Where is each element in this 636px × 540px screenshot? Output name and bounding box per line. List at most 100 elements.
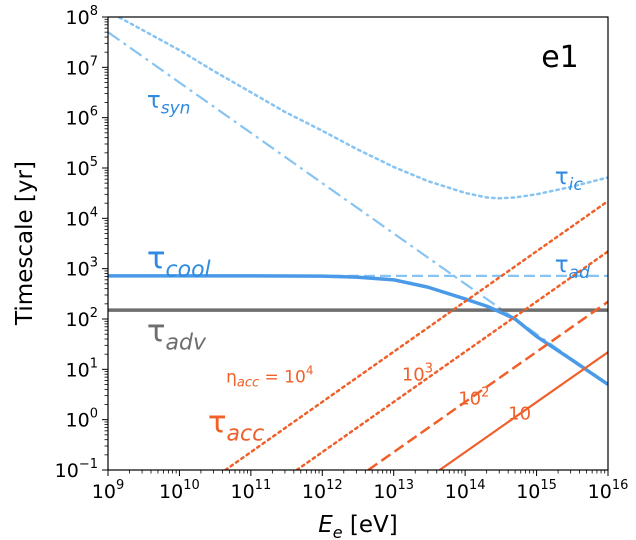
x-tick-label-base: 10 [373,481,397,503]
x-axis-title: Ee [eV] [318,512,398,540]
y-tick-label-base: 10 [66,108,90,130]
y-tick-label: 104 [66,205,98,230]
x-axis-title-rest: [eV] [343,512,398,538]
y-tick-label-base: 10 [66,359,90,381]
label-n1e3: 103 [402,361,433,385]
y-tick-label-exp: 2 [90,306,98,321]
y-tick-label-base: 10 [66,57,90,79]
y-tick-label: 105 [66,155,98,180]
y-tick-label-exp: 1 [90,356,98,371]
label-ad: τad [555,252,590,283]
y-tick-label: 102 [66,306,98,331]
series-line-acc_1e2 [367,300,608,470]
x-tick-label: 1012 [302,478,343,503]
y-tick-label-exp: 7 [90,54,98,69]
label-ad-sub: ad [569,263,590,283]
x-axis-title-main: E [318,512,333,538]
x-tick-label-base: 10 [159,481,183,503]
y-tick-label-base: 10 [55,460,79,482]
series-layer [108,17,608,470]
label-ic: τic [555,164,584,195]
x-tick-label-base: 10 [445,481,469,503]
series-line-ic [115,17,608,200]
x-tick-label-exp: 11 [255,478,272,493]
y-tick-label-exp: 5 [90,155,98,170]
label-n1e3-main: 10 [402,364,425,385]
label-acc: τacc [208,405,264,447]
y-tick-label-exp: 0 [90,407,98,422]
label-eta-main: η [226,367,237,387]
x-tick-label: 1010 [159,478,200,503]
x-tick-label-base: 10 [302,481,326,503]
label-ic-main: τ [555,164,569,190]
label-eta-sup: 4 [306,363,314,377]
label-syn-sub: syn [161,98,191,118]
x-tick-label-exp: 9 [116,478,124,493]
y-tick-label: 103 [66,256,98,281]
y-tick-label-exp: −1 [79,457,98,472]
label-n1e3-sup: 3 [425,361,433,376]
x-tick-label-exp: 16 [612,478,629,493]
y-tick-label-base: 10 [66,309,90,331]
y-tick-label: 10−1 [55,457,98,482]
y-tick-label-base: 10 [66,259,90,281]
y-tick-label-exp: 4 [90,205,98,220]
y-tick-label-base: 10 [66,158,90,180]
label-eta: ηacc = 104 [226,363,313,390]
label-n1e2: 102 [458,386,489,410]
series-line-syn [108,31,608,386]
label-n1e2-main: 10 [458,389,481,410]
x-tick-label-base: 10 [588,481,612,503]
plot-frame [107,16,609,471]
x-tick-label-exp: 14 [469,478,486,493]
tick-layer: 109 1010 1011 1012 1013 1014 1015 101610−110010… [55,4,629,503]
y-tick-label: 106 [66,105,98,130]
series-line-cool [108,274,608,386]
label-adv: τadv [147,313,207,355]
x-tick-label-base: 10 [92,481,116,503]
plot-background [108,17,608,470]
label-eta-sub: acc [237,375,259,390]
series-line-acc_10 [439,351,608,470]
y-tick-label-exp: 3 [90,256,98,271]
y-tick-label-exp: 6 [90,105,98,120]
label-ic-sub: ic [569,175,584,195]
x-axis-title-sub: e [333,523,343,540]
x-tick-label-exp: 12 [326,478,343,493]
label-ad-main: τ [555,252,569,278]
x-tick-label: 1011 [230,478,271,503]
x-tick-label: 1016 [588,478,629,503]
y-axis-title: Timescale [yr] [12,161,38,326]
label-acc-sub: acc [227,422,265,447]
x-tick-label: 1015 [516,478,557,503]
label-adv-main: τ [147,313,166,349]
x-tick-label-base: 10 [516,481,540,503]
y-tick-label: 108 [66,4,98,29]
label-eta-rest: = 10 [259,367,306,387]
x-tick-label-exp: 15 [540,478,557,493]
x-tick-label: 109 [92,478,124,503]
label-cool-main: τ [147,241,166,277]
x-tick-label: 1013 [373,478,414,503]
series-line-acc_1e4 [224,199,608,470]
label-n1e2-sup: 2 [481,386,489,401]
x-tick-label: 1014 [445,478,486,503]
y-tick-label-exp: 8 [90,4,98,19]
series-line-acc_1e3 [295,250,608,470]
label-adv-sub: adv [166,330,207,355]
label-cool-sub: cool [166,258,211,283]
label-n10: 10 [508,404,531,425]
label-syn: τsyn [147,87,191,118]
y-tick-label-base: 10 [66,7,90,29]
label-n10-main: 10 [508,404,531,425]
label-cool: τcool [147,241,211,283]
y-tick-label-base: 10 [66,208,90,230]
y-tick-label: 100 [66,407,98,432]
y-tick-label: 101 [66,356,98,381]
x-tick-label-base: 10 [230,481,254,503]
panel-label: e1 [541,40,579,75]
y-tick-label-base: 10 [66,410,90,432]
y-tick-label: 107 [66,54,98,79]
